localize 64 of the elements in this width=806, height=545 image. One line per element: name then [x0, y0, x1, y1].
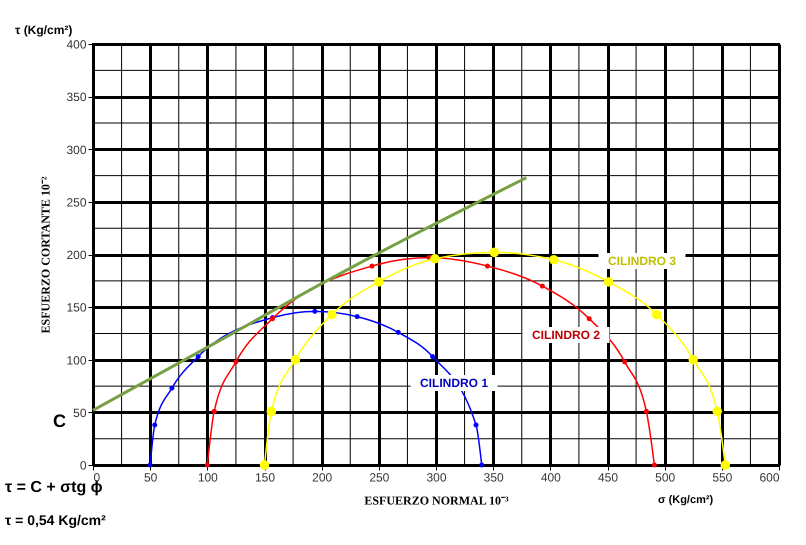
point [586, 316, 592, 322]
point [720, 460, 730, 470]
point [430, 254, 440, 264]
text: C [53, 411, 66, 431]
x-tick-label: 200 [312, 470, 332, 484]
point [474, 422, 479, 428]
point [549, 255, 559, 264]
y-tick-label: 350 [66, 90, 87, 104]
y-tick-label: 100 [66, 353, 87, 368]
x-tick-label: 550 [712, 470, 733, 484]
x-tick-label: 150 [254, 470, 276, 484]
y-tick-label: 150 [66, 300, 87, 315]
point [152, 422, 158, 428]
text: τ = 0,54 Kg/cm² [5, 512, 106, 528]
text: σ (Kg/cm²) [658, 494, 714, 506]
point [540, 284, 545, 289]
point [688, 355, 698, 364]
point [290, 355, 300, 364]
point [644, 408, 649, 414]
point [204, 462, 210, 468]
point [212, 408, 217, 414]
point [430, 354, 436, 360]
point [233, 359, 238, 364]
point [622, 359, 628, 364]
y-tick-label: 300 [66, 142, 87, 157]
x-tick-label: 250 [369, 470, 390, 484]
point [327, 310, 337, 320]
x-tick-label: 400 [540, 470, 562, 484]
point [712, 406, 722, 416]
point [652, 462, 657, 468]
x-tick-label: 350 [484, 470, 504, 484]
point [148, 462, 153, 468]
point [604, 277, 614, 287]
series-label: CILINDRO 1 [420, 376, 488, 390]
point [479, 462, 484, 468]
y-tick-label: 400 [66, 38, 87, 52]
y-tick-label: 250 [66, 195, 87, 210]
series-label: CILINDRO 3 [608, 254, 676, 268]
point [312, 308, 318, 314]
x-tick-label: 100 [198, 470, 218, 484]
point [169, 386, 174, 391]
point [266, 406, 276, 416]
series-label: CILINDRO 2 [532, 328, 600, 342]
point [484, 264, 490, 269]
point [260, 460, 270, 470]
x-tick-label: 600 [759, 470, 780, 484]
line-series [92, 176, 528, 412]
point [374, 277, 384, 287]
x-tick-label: 500 [655, 470, 676, 484]
x-tick-label: 50 [144, 470, 158, 484]
y-tick-label: 50 [73, 406, 87, 420]
point [369, 264, 374, 269]
x-axis-title: ESFUERZO NORMAL 10⁻³ [364, 494, 510, 508]
point [396, 330, 401, 335]
point [652, 310, 662, 320]
x-tick-label: 300 [426, 470, 447, 484]
point [490, 248, 500, 258]
text: τ (Kg/cm²) [15, 23, 72, 37]
y-tick-label: 0 [80, 458, 87, 472]
point [196, 354, 201, 360]
x-tick-label: 450 [598, 470, 618, 484]
y-axis-title: ESFUERZO CORTANTE 10⁻² [38, 176, 52, 334]
y-tick-label: 200 [66, 248, 87, 262]
point [354, 314, 360, 320]
